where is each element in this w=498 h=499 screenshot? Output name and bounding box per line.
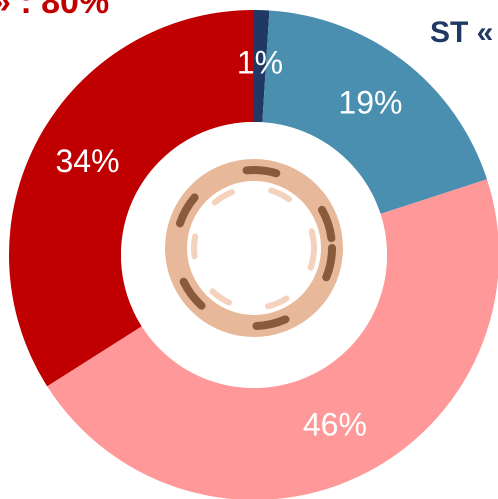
- annotation: » : 80%: [0, 0, 109, 21]
- wedge: [47, 179, 498, 499]
- annotation: ST «: [430, 16, 493, 49]
- wedge: [254, 10, 270, 123]
- data-label: 34%: [55, 143, 119, 179]
- center-image: [165, 159, 343, 337]
- wedge: [9, 10, 254, 387]
- donut: [9, 10, 498, 499]
- fingers: [191, 185, 317, 311]
- data-labels: 1% 19% 46% 34%: [55, 45, 402, 443]
- donut-hole: [121, 122, 387, 388]
- wedge: [262, 10, 488, 214]
- data-label: 46%: [303, 406, 367, 442]
- data-label: 1%: [237, 45, 283, 81]
- data-label: 19%: [338, 84, 402, 120]
- hands-shade: [172, 166, 336, 330]
